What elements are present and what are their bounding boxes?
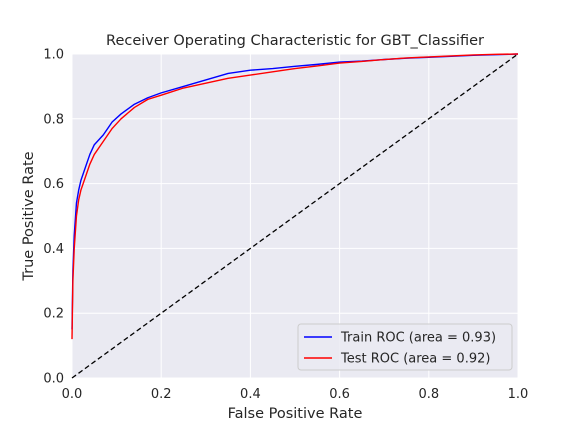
x-tick-label: 0.2 [151, 387, 172, 402]
series-layer [71, 53, 519, 379]
x-tick-label: 0.0 [62, 387, 83, 402]
tick-labels: 0.0 0.2 0.4 0.6 0.8 1.0 0.0 0.2 0.4 0.6 0.8 1.0 [43, 48, 528, 403]
y-tick-label: 0.8 [43, 112, 64, 127]
y-tick-label: 1.0 [43, 48, 64, 63]
grid-lines [71, 53, 519, 379]
y-tick-label: 0.4 [43, 242, 64, 257]
y-tick-label: 0.6 [43, 177, 64, 192]
x-tick-label: 0.4 [240, 387, 261, 402]
y-tick-label: 0.0 [43, 372, 64, 387]
y-axis-title: True Positive Rate [21, 151, 37, 281]
chart-title: Receiver Operating Characteristic for GB… [106, 33, 484, 49]
x-axis-title: False Positive Rate [228, 406, 363, 422]
chance-diagonal-line [71, 53, 519, 379]
legend-box [297, 323, 513, 371]
test-roc-line [71, 53, 519, 340]
x-tick-label: 0.8 [418, 387, 439, 402]
legend-label-train: Train ROC (area = 0.93) [340, 331, 496, 346]
y-tick-label: 0.2 [43, 307, 64, 322]
legend-label-test: Test ROC (area = 0.92) [340, 352, 490, 367]
x-tick-label: 0.6 [329, 387, 350, 402]
legend: Train ROC (area = 0.93) Test ROC (area =… [297, 323, 513, 371]
x-tick-label: 1.0 [508, 387, 529, 402]
